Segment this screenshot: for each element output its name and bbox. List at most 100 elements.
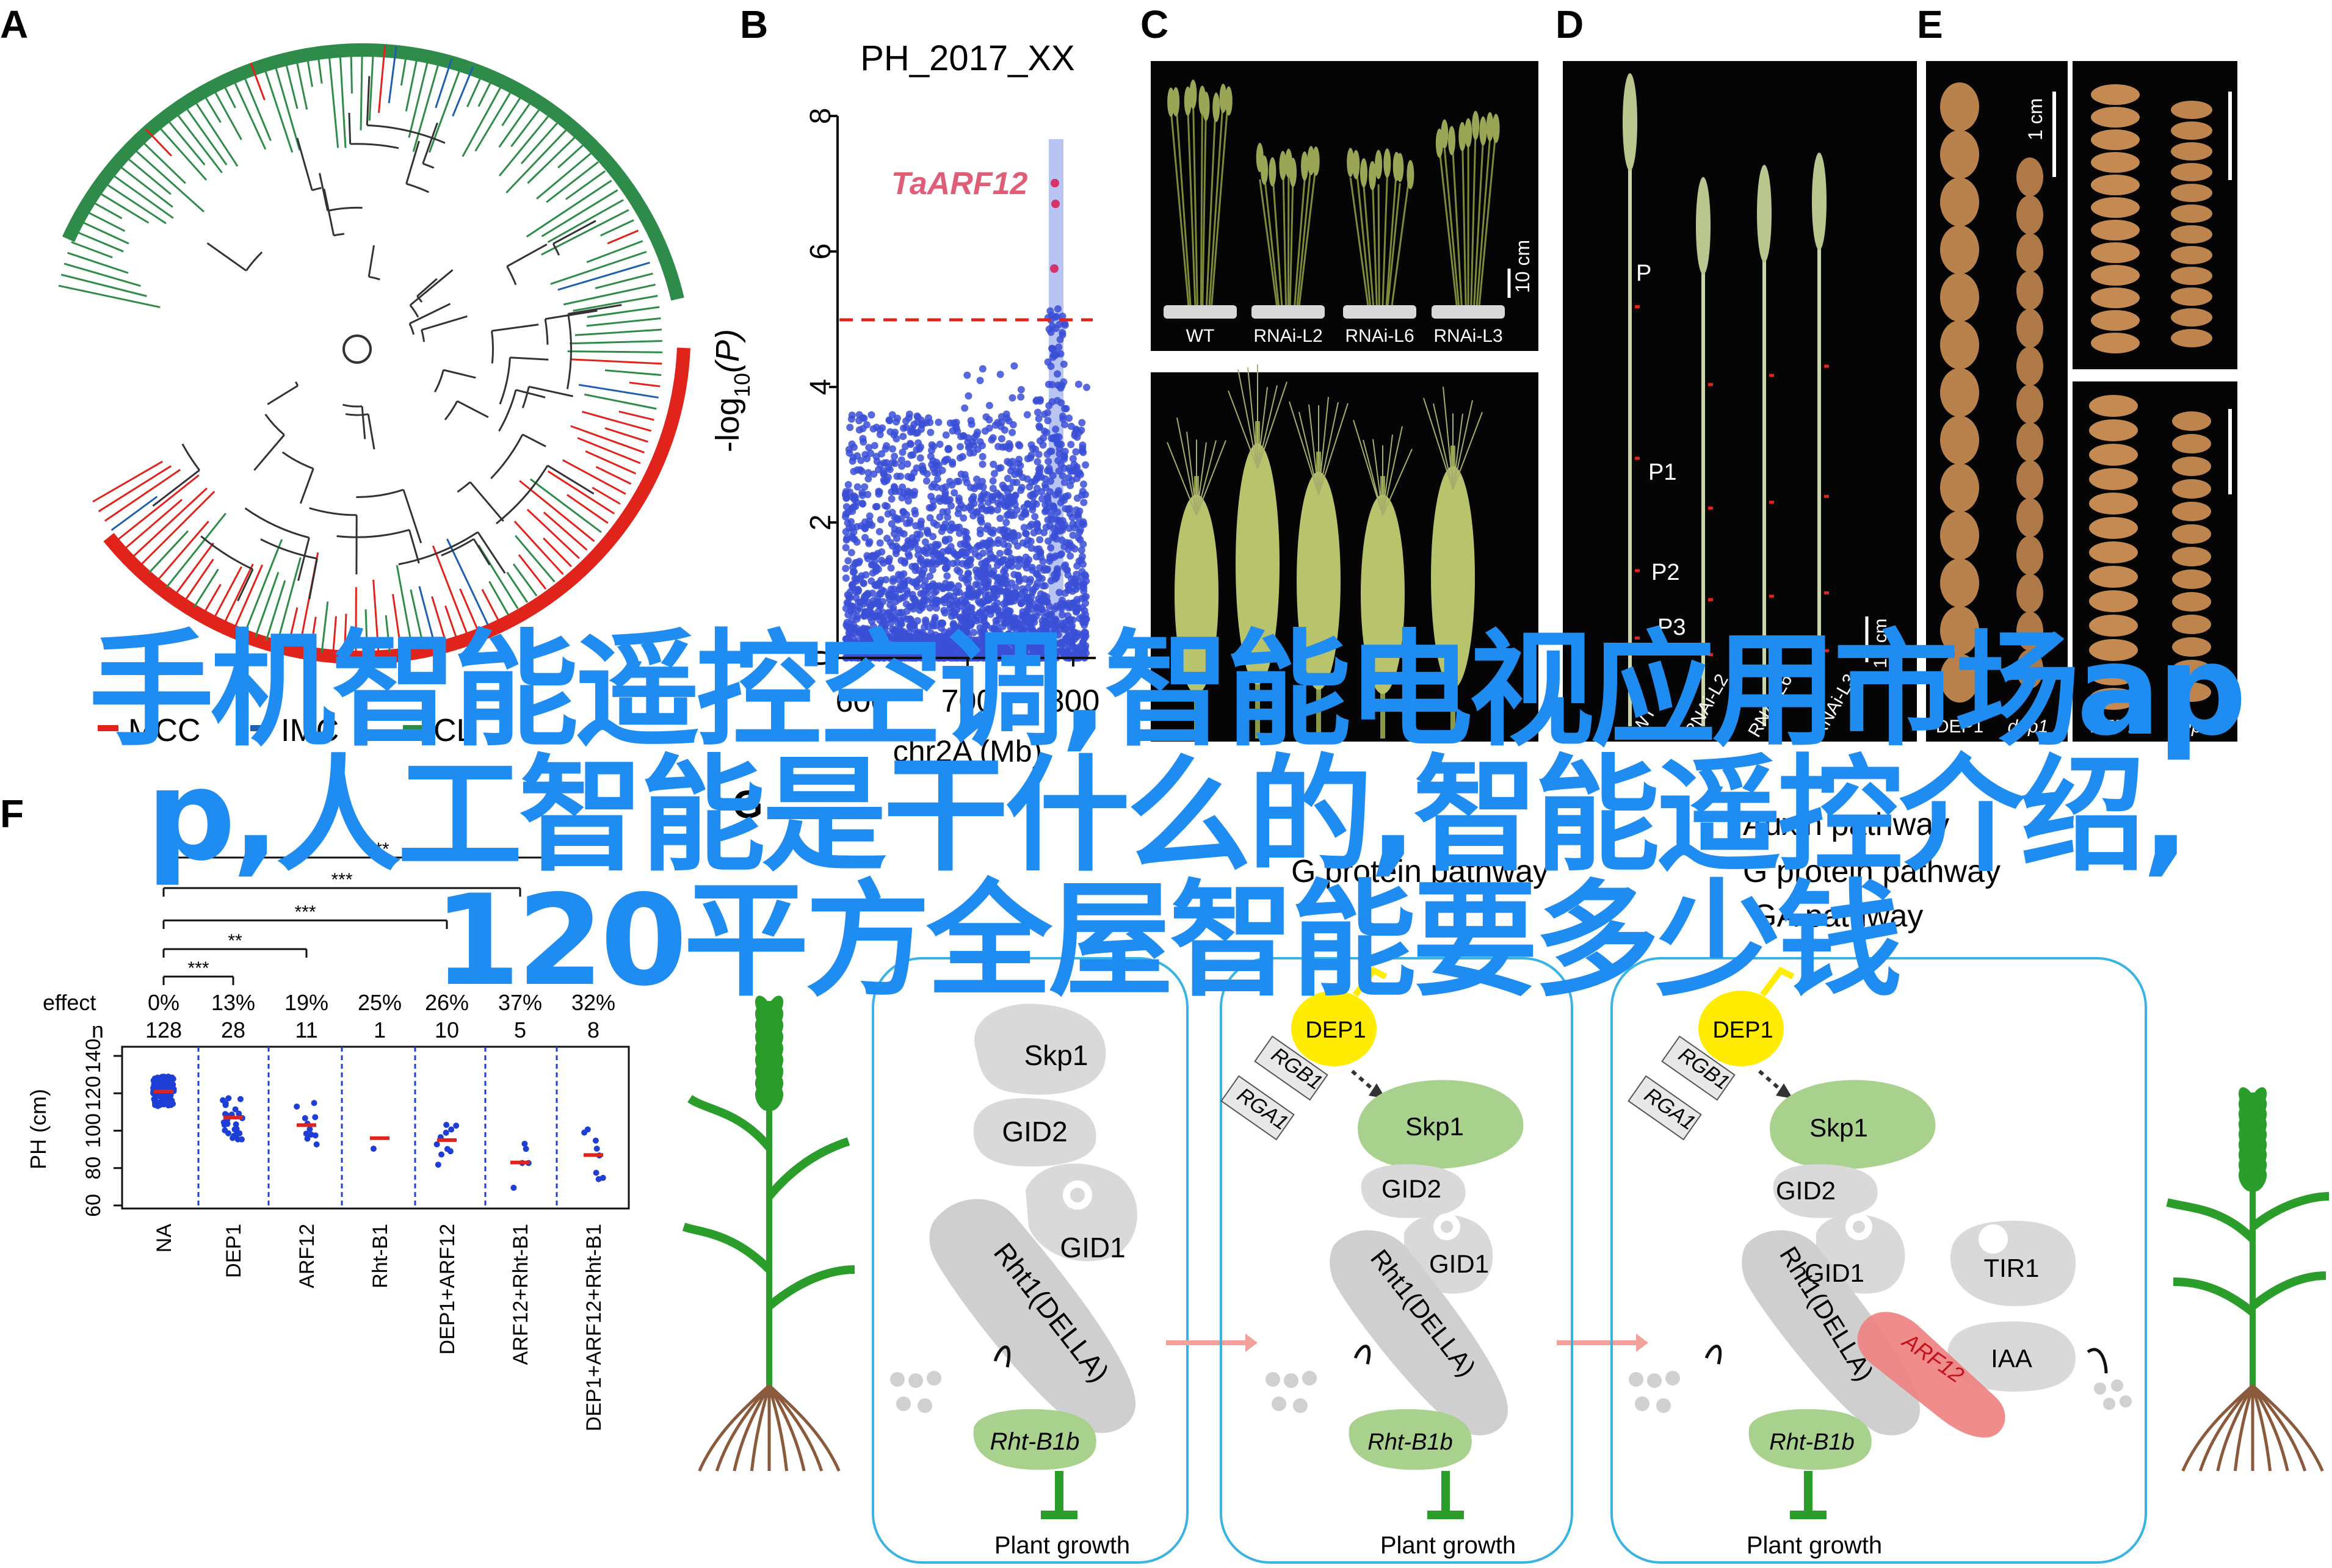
tree-internal-branch [515,389,546,399]
snp-point [893,515,901,522]
tree-internal-arc [421,330,425,342]
snp-point [1010,362,1018,370]
pot [1164,305,1237,319]
y-tick-label: 100 [82,1113,105,1148]
scale-label: 10 cm [1512,240,1534,293]
pot [1251,305,1325,319]
tree-internal-branch [469,481,504,522]
tree-internal-arc [367,124,446,144]
snp-point [846,424,854,432]
tree-leaf-branch [513,520,564,575]
snp-point [906,439,914,447]
grain [2089,468,2138,490]
tree-leaf-branch [125,499,183,549]
tree-leaf-branch [250,62,266,101]
snp-point [898,462,906,470]
snp-point [1023,411,1031,419]
snp-point [873,458,881,466]
tree-leaf-branch [570,340,662,345]
tree-internal-branch [368,245,375,277]
panel-letter-g: G [733,782,763,826]
n-value: 11 [295,1017,317,1042]
grain [2172,524,2211,544]
spike-head [1202,92,1210,121]
snp-point [842,528,850,536]
sample-point [435,1162,441,1168]
sample-point [592,1137,599,1144]
tree-leaf-branch [599,219,634,237]
tree-internal-arc [490,434,524,480]
tree-internal-branch [152,469,200,507]
tree-leaf-branch [474,86,515,152]
tree-leaf-branch [388,46,397,104]
snp-point [844,611,852,619]
tree-internal-branch [267,385,299,405]
tree-internal-arc [499,357,511,405]
snp-point [964,570,972,578]
tree-leaf-branch [536,152,592,200]
tree-internal-branch [296,137,313,191]
snp-point [1032,500,1040,508]
snp-point [1052,552,1060,560]
snp-point [1015,562,1023,570]
tree-leaf-branch [372,579,380,654]
snp-point [1035,422,1043,430]
y-tick-label: 80 [82,1157,105,1180]
snp-point [1052,425,1060,433]
tree-leaf-branch [481,588,499,621]
snp-point [877,516,885,524]
snp-point [903,607,911,615]
snp-point [1079,560,1087,568]
snp-point [957,470,965,478]
snp-point [985,596,993,604]
tree-leaf-branch [526,179,612,238]
tree-leaf-branch [121,153,172,195]
spike-head [1623,73,1637,171]
tree-internal-branch [552,220,596,245]
grain [1940,463,1979,512]
snp-point [1065,505,1073,513]
grain [1940,82,1979,131]
snp-point [898,494,906,502]
line-label-rnai-l3: RNAi-L3 [1433,326,1502,346]
tree-internal-branch [308,558,318,600]
grain [1940,368,1979,417]
phylogenetic-tree [58,43,690,665]
tree-internal-arc [506,266,517,286]
snp-point [913,577,921,585]
snp-point [1040,529,1048,537]
tree-leaf-branch [316,46,323,84]
grain [2089,419,2138,441]
snp-point [1031,513,1039,521]
snp-point [848,602,856,610]
legend-swatch-imc [250,725,271,731]
snp-point [1012,583,1019,591]
tree-leaf-branch [219,76,236,109]
sample-point [312,1114,319,1121]
snp-point [1057,384,1065,392]
tree-internal-arc [336,529,410,538]
snp-point [1033,485,1041,493]
snp-point [916,454,924,462]
snp-point [955,529,963,537]
group-label: NA [153,1224,176,1253]
snp-point [1013,468,1021,475]
snp-point [944,513,952,521]
snp-point [978,599,986,607]
tree-leaf-branch [360,44,363,131]
snp-point [899,433,907,441]
snp-point [1002,519,1010,527]
snp-point [916,520,924,528]
grain [2172,592,2211,612]
snp-point [940,524,947,532]
snp-point [914,413,922,421]
sample-point [313,1141,320,1147]
spike-head [1312,146,1320,176]
panel-letter-c: C [1140,2,1168,46]
grain [2171,246,2212,264]
snp-point [1034,408,1041,416]
snp-point [911,510,919,518]
snp-point [956,443,964,450]
grain [2091,265,2140,286]
tree-internal-branch [522,433,546,447]
